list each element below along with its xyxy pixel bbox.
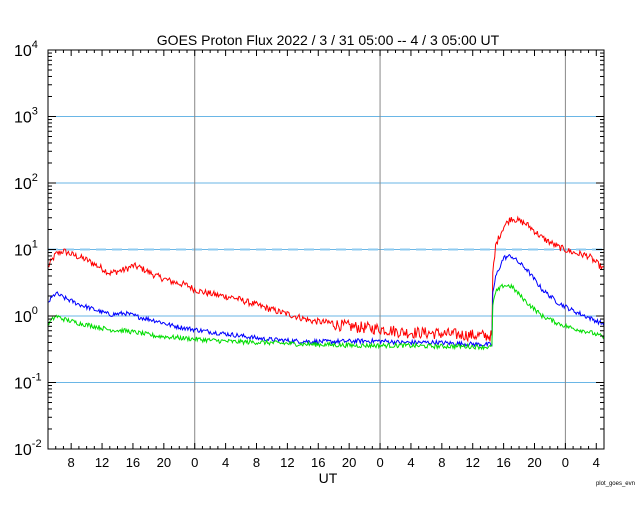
x-tick-label: 16 [126,455,140,470]
series-line-green [47,283,605,351]
y-tick-label: 101 [14,239,38,260]
x-tick-label: 0 [562,455,569,470]
x-tick-label: 8 [253,455,260,470]
y-tick-label: 103 [14,106,38,127]
y-tick-exponent: -2 [32,438,42,450]
y-tick-exponent: 0 [32,305,38,317]
y-tick-exponent: 3 [32,106,38,118]
y-tick-exponent: 4 [32,39,38,51]
x-tick-label: 20 [527,455,541,470]
y-tick-label: 104 [14,39,38,60]
y-tick-label: 10-1 [14,372,42,393]
x-tick-label: 12 [465,455,479,470]
y-tick-label: 102 [14,172,38,193]
y-tick-label: 10-2 [14,438,42,459]
y-tick-exponent: 1 [32,239,38,251]
x-tick-label: 0 [376,455,383,470]
x-tick-label: 12 [95,455,109,470]
series-group [47,215,605,351]
x-tick-label: 20 [342,455,356,470]
series-line-blue [47,254,605,348]
x-tick-label: 4 [593,455,600,470]
grid-group [48,50,604,449]
x-tick-label: 0 [191,455,198,470]
x-tick-label: 4 [407,455,414,470]
x-axis-label: UT [319,470,338,486]
x-tick-label: 20 [157,455,171,470]
chart-title: GOES Proton Flux 2022 / 3 / 31 05:00 -- … [157,32,500,48]
x-tick-label: 16 [311,455,325,470]
x-tick-label: 8 [68,455,75,470]
y-tick-exponent: 2 [32,172,38,184]
x-tick-label: 8 [438,455,445,470]
series-line-red [47,215,605,343]
footer-label: plot_goes_evn [596,481,635,487]
tick-group: 8 12 16 20 0 4 8 12 16 20 0 4 8 12 16 20 0 410-210-110010… [14,39,605,470]
x-tick-label: 16 [496,455,510,470]
y-tick-label: 100 [14,305,38,326]
x-tick-label: 12 [280,455,294,470]
x-tick-label: 4 [222,455,229,470]
y-tick-exponent: -1 [32,372,42,384]
